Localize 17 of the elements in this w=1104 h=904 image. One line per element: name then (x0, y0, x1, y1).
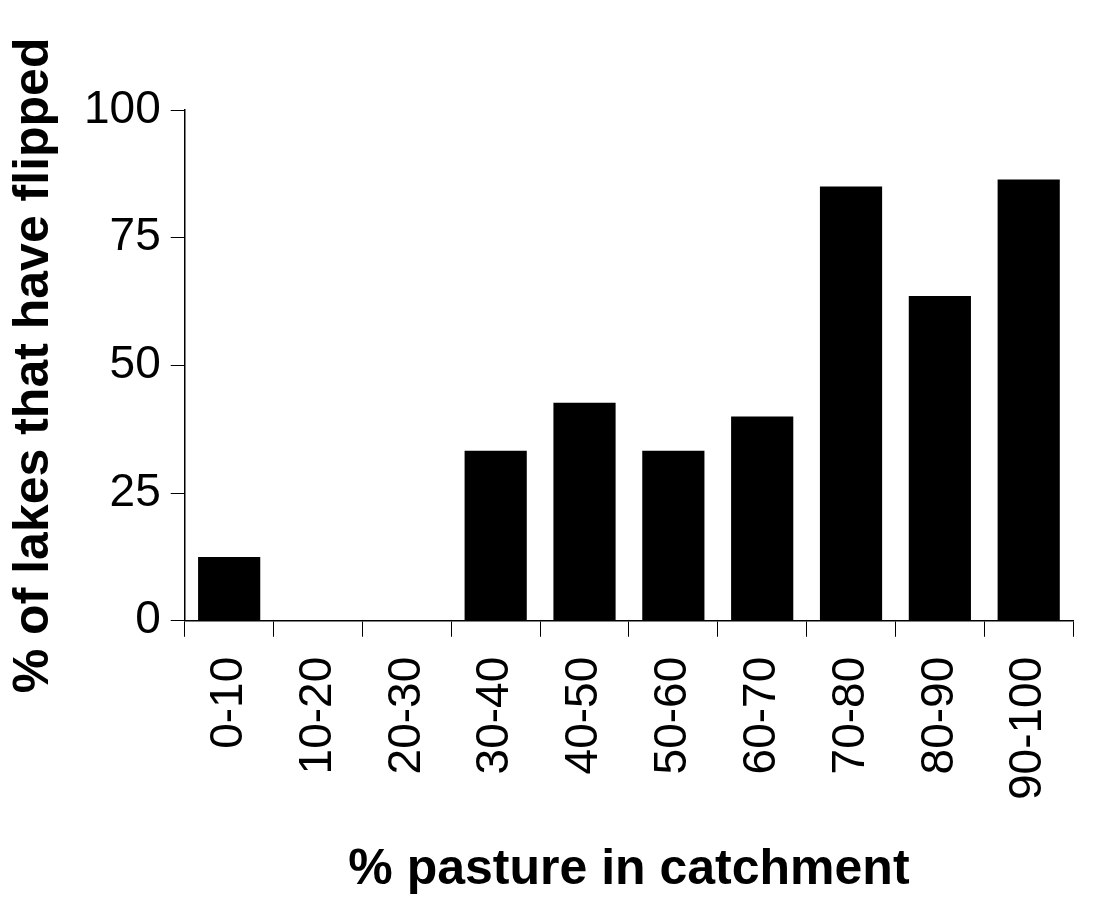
y-axis-title: % of lakes that have flipped (2, 37, 59, 694)
y-tick-label: 25 (109, 463, 161, 516)
x-tick-label: 0-10 (199, 656, 252, 749)
x-tick-label: 10-20 (288, 656, 341, 775)
x-tick-label: 30-40 (466, 656, 519, 775)
x-tick-label: 60-70 (732, 656, 785, 775)
x-tick-label: 70-80 (821, 656, 874, 775)
y-tick-label: 75 (109, 208, 161, 261)
x-tick-label: 90-100 (999, 656, 1052, 800)
x-tick-label: 80-90 (910, 656, 963, 775)
y-tick-label: 50 (109, 336, 161, 389)
y-tick-label: 100 (84, 80, 161, 133)
y-tick-label: 0 (135, 591, 161, 644)
x-axis-title: % pasture in catchment (348, 838, 910, 895)
x-tick-label: 40-50 (555, 656, 608, 775)
x-tick-label: 50-60 (644, 656, 697, 775)
x-tick-label: 20-30 (377, 656, 430, 775)
